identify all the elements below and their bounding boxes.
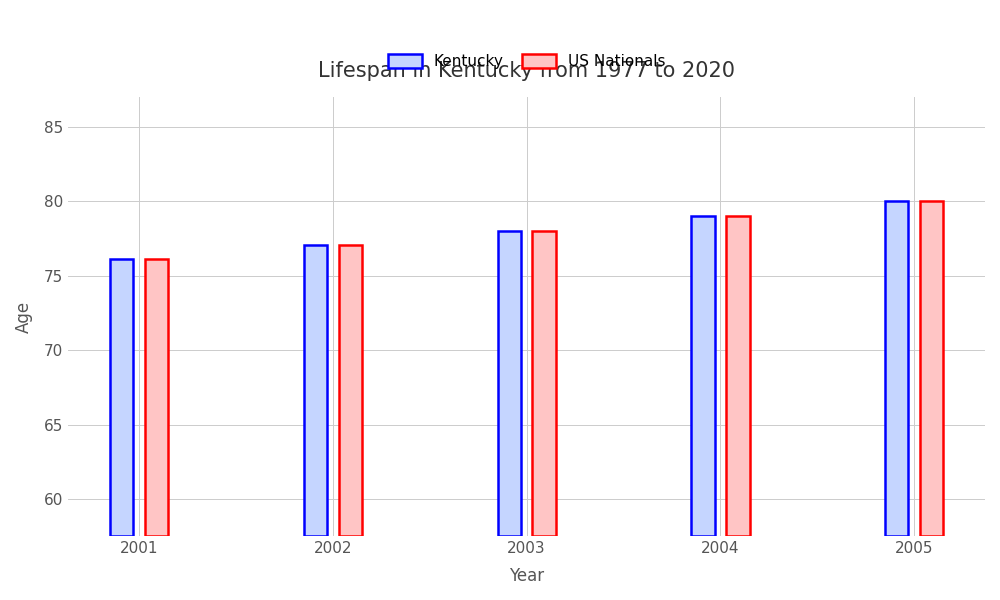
Bar	[110, 259, 133, 536]
Bar	[339, 245, 362, 536]
Bar	[920, 202, 943, 536]
Bar	[498, 231, 521, 536]
Bar	[691, 217, 715, 536]
Bar	[304, 245, 327, 536]
Bar	[885, 202, 908, 536]
Bar	[532, 231, 556, 536]
Bar	[145, 259, 168, 536]
Legend: Kentucky, US Nationals: Kentucky, US Nationals	[382, 48, 671, 76]
Bar	[726, 217, 750, 536]
Y-axis label: Age: Age	[15, 301, 33, 333]
Title: Lifespan in Kentucky from 1977 to 2020: Lifespan in Kentucky from 1977 to 2020	[318, 61, 735, 80]
X-axis label: Year: Year	[509, 567, 544, 585]
